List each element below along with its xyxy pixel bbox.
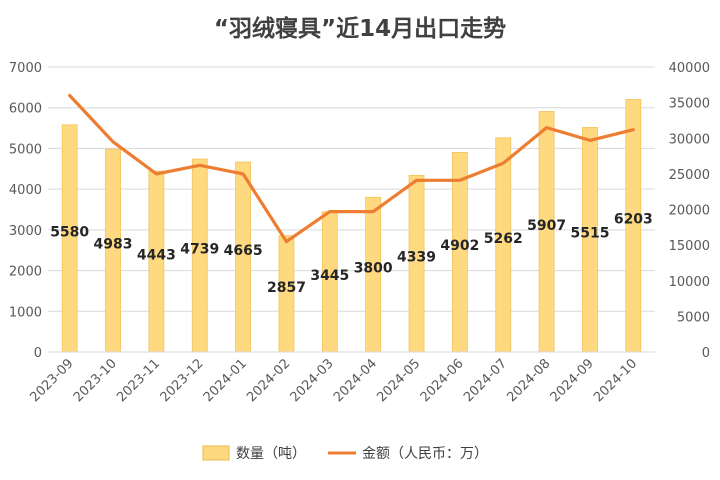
data-label: 2857 bbox=[267, 280, 306, 296]
data-label: 3445 bbox=[310, 268, 349, 284]
y-left-tick-label: 3000 bbox=[9, 224, 42, 239]
legend-bar-swatch bbox=[202, 445, 230, 461]
data-label: 5262 bbox=[484, 231, 523, 247]
y-right-tick-label: 20000 bbox=[669, 204, 710, 219]
y-right-tick-label: 25000 bbox=[669, 168, 710, 183]
y-right-tick-label: 15000 bbox=[669, 239, 710, 254]
data-label: 4983 bbox=[94, 237, 133, 253]
chart-title: “羽绒寝具”近14月出口走势 bbox=[214, 15, 506, 42]
x-tick-label: 2023-10 bbox=[71, 356, 120, 405]
x-tick-label: 2024-03 bbox=[288, 356, 337, 405]
x-tick-label: 2024-09 bbox=[548, 356, 597, 405]
y-right-tick-label: 5000 bbox=[677, 310, 710, 325]
y-axis-right: 0 5000 10000 15000 20000 25000 30000 35000 40000 bbox=[669, 61, 710, 361]
legend-label-amount: 金额（人民币：万） bbox=[362, 446, 488, 462]
data-label: 4902 bbox=[440, 238, 479, 254]
x-tick-label: 2024-05 bbox=[374, 356, 423, 405]
legend-label-quantity: 数量（吨） bbox=[236, 446, 306, 462]
data-label: 4665 bbox=[224, 243, 263, 259]
y-left-tick-label: 4000 bbox=[9, 183, 42, 198]
y-right-tick-label: 35000 bbox=[669, 97, 710, 112]
data-label: 4443 bbox=[137, 248, 176, 264]
x-tick-label: 2024-01 bbox=[201, 356, 250, 405]
x-tick-label: 2024-10 bbox=[591, 356, 640, 405]
x-tick-label: 2024-02 bbox=[244, 356, 293, 405]
x-tick-label: 2024-07 bbox=[461, 356, 510, 405]
y-left-tick-label: 2000 bbox=[9, 265, 42, 280]
x-tick-label: 2023-09 bbox=[27, 356, 76, 405]
data-label: 5580 bbox=[50, 224, 89, 240]
y-left-tick-label: 6000 bbox=[9, 102, 42, 117]
x-tick-label: 2023-11 bbox=[114, 356, 163, 405]
y-right-tick-label: 10000 bbox=[669, 275, 710, 290]
data-label: 4739 bbox=[180, 242, 219, 258]
data-label: 5907 bbox=[527, 218, 566, 234]
y-right-tick-label: 30000 bbox=[669, 132, 710, 147]
x-axis: 2023-092023-102023-112023-122024-012024-… bbox=[27, 351, 655, 405]
y-left-tick-label: 7000 bbox=[9, 61, 42, 76]
y-left-tick-label: 0 bbox=[34, 346, 42, 361]
legend: 数量（吨） 金额（人民币：万） bbox=[202, 445, 488, 462]
y-axis-left: 0 1000 2000 3000 4000 5000 6000 7000 bbox=[9, 61, 42, 361]
x-tick-label: 2024-06 bbox=[418, 356, 467, 405]
data-label: 3800 bbox=[354, 261, 393, 277]
x-tick-label: 2024-04 bbox=[331, 356, 380, 405]
data-label: 5515 bbox=[570, 226, 609, 242]
y-left-tick-label: 5000 bbox=[9, 142, 42, 157]
amount-line bbox=[68, 93, 635, 244]
x-tick-label: 2024-08 bbox=[504, 356, 553, 405]
gridlines bbox=[48, 66, 655, 353]
line-series bbox=[68, 93, 635, 244]
y-left-tick-label: 1000 bbox=[9, 305, 42, 320]
data-label: 4339 bbox=[397, 250, 436, 266]
y-right-tick-label: 0 bbox=[702, 346, 710, 361]
x-tick-label: 2023-12 bbox=[158, 356, 207, 405]
y-right-tick-label: 40000 bbox=[669, 61, 710, 76]
data-label: 6203 bbox=[614, 212, 653, 228]
